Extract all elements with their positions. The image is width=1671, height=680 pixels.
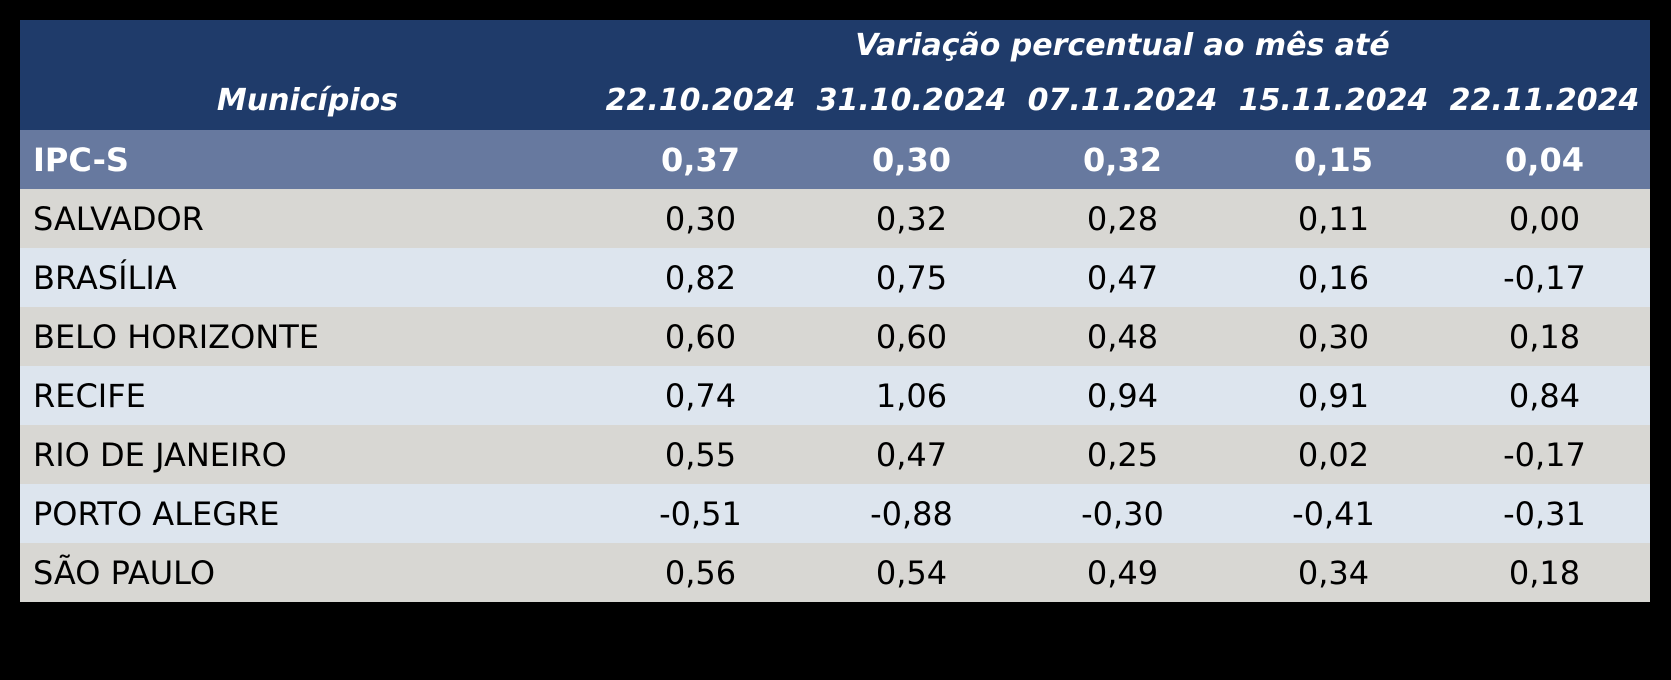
cell-value: 0,30 [1228, 307, 1439, 366]
cell-value: 0,34 [1228, 543, 1439, 602]
table-title: Variação percentual ao mês até [595, 20, 1650, 70]
cell-value: 0,04 [1439, 130, 1650, 189]
cell-value: -0,88 [806, 484, 1017, 543]
cell-value: 0,30 [595, 189, 806, 248]
cell-value: 0,91 [1228, 366, 1439, 425]
cell-value: -0,17 [1439, 425, 1650, 484]
row-label: RECIFE [20, 366, 595, 425]
cell-value: 0,55 [595, 425, 806, 484]
table-header: Variação percentual ao mês até Município… [20, 20, 1650, 130]
row-label: SALVADOR [20, 189, 595, 248]
cell-value: 0,48 [1017, 307, 1228, 366]
cell-value: 0,32 [1017, 130, 1228, 189]
column-header-row: Municípios 22.10.2024 31.10.2024 07.11.2… [20, 70, 1650, 130]
cell-value: 0,32 [806, 189, 1017, 248]
column-header-date-3: 07.11.2024 [1017, 70, 1228, 130]
cell-value: 0,54 [806, 543, 1017, 602]
cell-value: 0,11 [1228, 189, 1439, 248]
column-header-date-2: 31.10.2024 [806, 70, 1017, 130]
cell-value: 0,49 [1017, 543, 1228, 602]
cell-value: 0,28 [1017, 189, 1228, 248]
cell-value: 0,00 [1439, 189, 1650, 248]
table-row-ipcs: IPC-S 0,37 0,30 0,32 0,15 0,04 [20, 130, 1650, 189]
column-header-date-4: 15.11.2024 [1228, 70, 1439, 130]
ipcs-table-card: Variação percentual ao mês até Município… [20, 20, 1650, 602]
cell-value: 0,60 [595, 307, 806, 366]
cell-value: -0,17 [1439, 248, 1650, 307]
cell-value: 0,47 [1017, 248, 1228, 307]
cell-value: 1,06 [806, 366, 1017, 425]
column-header-date-5: 22.11.2024 [1439, 70, 1650, 130]
cell-value: 0,02 [1228, 425, 1439, 484]
table-row-sao-paulo: SÃO PAULO 0,56 0,54 0,49 0,34 0,18 [20, 543, 1650, 602]
cell-value: 0,56 [595, 543, 806, 602]
table-row-recife: RECIFE 0,74 1,06 0,94 0,91 0,84 [20, 366, 1650, 425]
cell-value: 0,37 [595, 130, 806, 189]
cell-value: 0,15 [1228, 130, 1439, 189]
table-row-salvador: SALVADOR 0,30 0,32 0,28 0,11 0,00 [20, 189, 1650, 248]
cell-value: -0,31 [1439, 484, 1650, 543]
row-label: RIO DE JANEIRO [20, 425, 595, 484]
cell-value: 0,18 [1439, 543, 1650, 602]
cell-value: 0,47 [806, 425, 1017, 484]
cell-value: 0,30 [806, 130, 1017, 189]
row-label: PORTO ALEGRE [20, 484, 595, 543]
table-row-belo-horizonte: BELO HORIZONTE 0,60 0,60 0,48 0,30 0,18 [20, 307, 1650, 366]
column-header-date-1: 22.10.2024 [595, 70, 806, 130]
cell-value: 0,60 [806, 307, 1017, 366]
table-row-brasilia: BRASÍLIA 0,82 0,75 0,47 0,16 -0,17 [20, 248, 1650, 307]
cell-value: -0,30 [1017, 484, 1228, 543]
cell-value: -0,41 [1228, 484, 1439, 543]
row-label: IPC-S [20, 130, 595, 189]
cell-value: -0,51 [595, 484, 806, 543]
cell-value: 0,82 [595, 248, 806, 307]
column-header-municipios: Municípios [20, 70, 595, 130]
row-label: SÃO PAULO [20, 543, 595, 602]
cell-value: 0,75 [806, 248, 1017, 307]
header-spacer [20, 20, 595, 70]
table-row-porto-alegre: PORTO ALEGRE -0,51 -0,88 -0,30 -0,41 -0,… [20, 484, 1650, 543]
cell-value: 0,74 [595, 366, 806, 425]
cell-value: 0,18 [1439, 307, 1650, 366]
cell-value: 0,94 [1017, 366, 1228, 425]
table-row-rio-de-janeiro: RIO DE JANEIRO 0,55 0,47 0,25 0,02 -0,17 [20, 425, 1650, 484]
row-label: BRASÍLIA [20, 248, 595, 307]
table-body: IPC-S 0,37 0,30 0,32 0,15 0,04 SALVADOR … [20, 130, 1650, 602]
row-label: BELO HORIZONTE [20, 307, 595, 366]
cell-value: 0,25 [1017, 425, 1228, 484]
title-row: Variação percentual ao mês até [20, 20, 1650, 70]
cell-value: 0,84 [1439, 366, 1650, 425]
ipcs-variation-table: Variação percentual ao mês até Município… [20, 20, 1650, 602]
cell-value: 0,16 [1228, 248, 1439, 307]
